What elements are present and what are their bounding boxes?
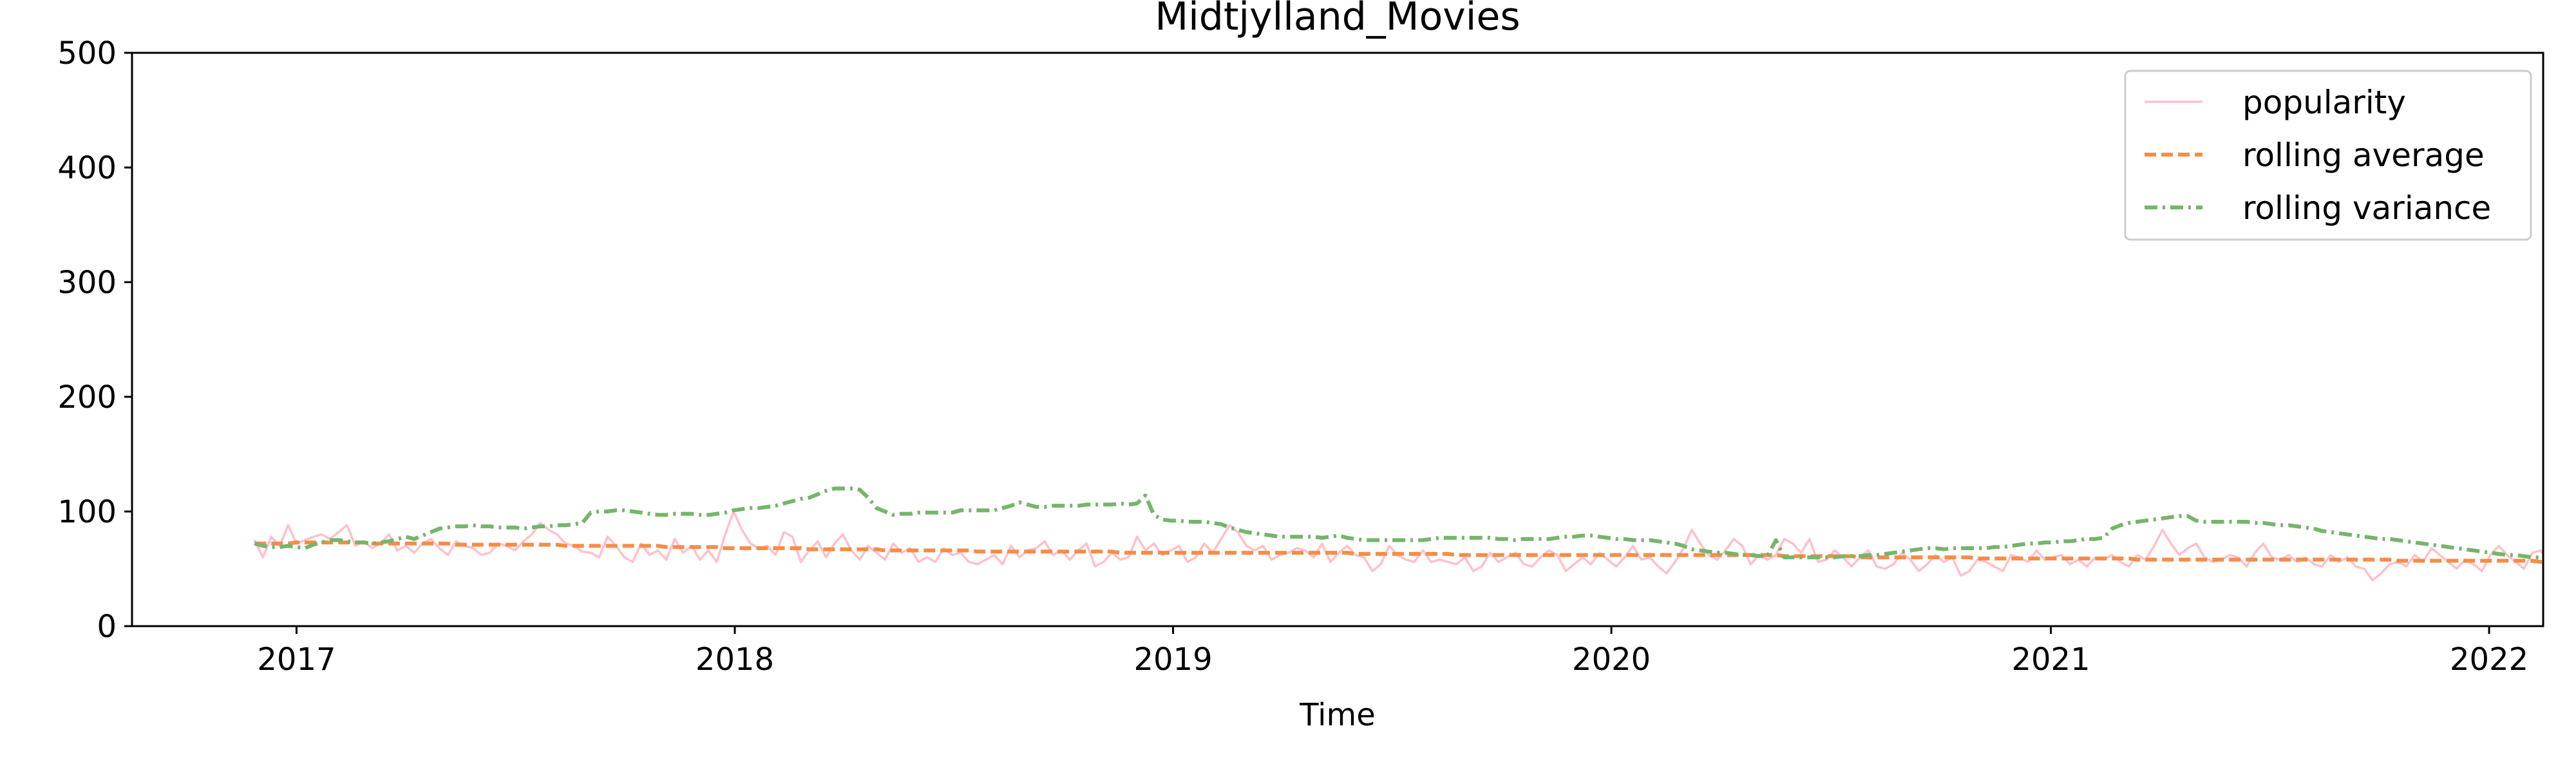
legend-box bbox=[2124, 70, 2532, 241]
y-axis: 0 100 200 300 400 500 bbox=[57, 35, 132, 645]
legend: popularity rolling average rolling varianc… bbox=[2124, 70, 2532, 241]
plot-area bbox=[131, 52, 2544, 627]
legend-label-rolling-average: rolling average bbox=[2242, 137, 2485, 174]
x-tick-label-2018: 2018 bbox=[696, 642, 774, 678]
x-tick-label-2020: 2020 bbox=[1572, 642, 1651, 678]
series-layer bbox=[253, 486, 2543, 582]
y-tick-label-500: 500 bbox=[57, 35, 117, 72]
x-tick-label-2022: 2022 bbox=[2450, 642, 2528, 678]
chart-title: Midtjylland_Movies bbox=[1155, 0, 1520, 39]
y-tick-label-300: 300 bbox=[57, 265, 117, 301]
y-tick-label-200: 200 bbox=[57, 379, 117, 415]
x-axis: 2017 2018 2019 2020 2021 2022 bbox=[257, 626, 2528, 678]
y-tick-label-400: 400 bbox=[57, 150, 117, 186]
x-tick-label-2019: 2019 bbox=[1133, 642, 1212, 678]
legend-label-rolling-variance: rolling variance bbox=[2242, 189, 2491, 227]
y-tick-label-0: 0 bbox=[97, 609, 117, 645]
x-tick-label-2017: 2017 bbox=[257, 642, 336, 678]
x-tick-label-2021: 2021 bbox=[2011, 642, 2090, 678]
y-tick-label-100: 100 bbox=[57, 494, 117, 530]
legend-label-popularity: popularity bbox=[2242, 84, 2406, 121]
series-line-popularity bbox=[253, 510, 2543, 582]
series-line-rolling-variance bbox=[254, 486, 2543, 560]
plot-frame bbox=[131, 52, 2544, 627]
x-axis-label: Time bbox=[1299, 697, 1375, 733]
